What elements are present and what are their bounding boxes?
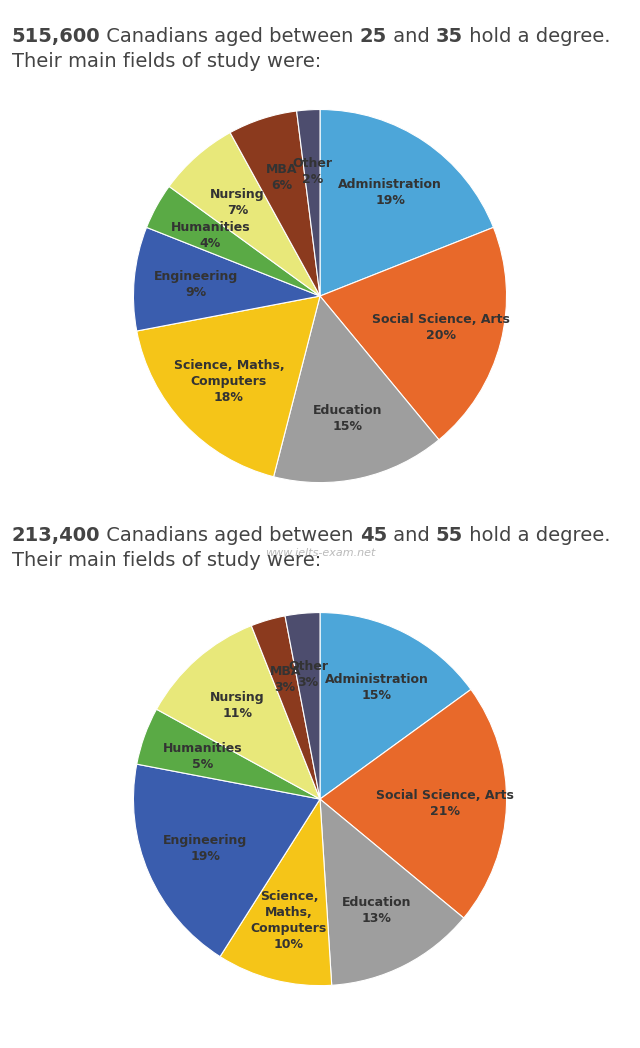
Text: 213,400: 213,400 (12, 526, 100, 545)
Text: Administration
19%: Administration 19% (339, 178, 442, 208)
Text: Nursing
11%: Nursing 11% (210, 691, 265, 720)
Text: hold a degree.: hold a degree. (463, 27, 611, 46)
Wedge shape (320, 612, 471, 799)
Wedge shape (274, 297, 439, 482)
Text: Engineering
19%: Engineering 19% (163, 834, 248, 864)
Wedge shape (285, 612, 320, 799)
Wedge shape (320, 799, 464, 985)
Text: 45: 45 (360, 526, 387, 545)
Wedge shape (147, 187, 320, 297)
Text: Engineering
9%: Engineering 9% (154, 269, 237, 299)
Text: Canadians aged between: Canadians aged between (100, 27, 360, 46)
Text: 35: 35 (436, 27, 463, 46)
Wedge shape (134, 764, 320, 957)
Wedge shape (296, 110, 320, 297)
Text: Their main fields of study were:: Their main fields of study were: (12, 551, 321, 570)
Text: hold a degree.: hold a degree. (463, 526, 611, 545)
Wedge shape (134, 227, 320, 331)
Wedge shape (320, 690, 506, 918)
Text: Nursing
7%: Nursing 7% (210, 188, 265, 217)
Text: 25: 25 (360, 27, 387, 46)
Text: Their main fields of study were:: Their main fields of study were: (12, 52, 321, 71)
Text: Administration
15%: Administration 15% (325, 673, 429, 702)
Text: www.ielts-exam.net: www.ielts-exam.net (265, 548, 375, 558)
Text: Social Science, Arts
21%: Social Science, Arts 21% (376, 788, 514, 817)
Text: Science, Maths,
Computers
18%: Science, Maths, Computers 18% (173, 359, 284, 405)
Text: MBA
3%: MBA 3% (269, 664, 301, 694)
Text: Social Science, Arts
20%: Social Science, Arts 20% (372, 312, 510, 342)
Text: Other
2%: Other 2% (292, 157, 332, 185)
Wedge shape (137, 709, 320, 799)
Text: Education
15%: Education 15% (312, 403, 382, 433)
Text: Humanities
5%: Humanities 5% (163, 742, 242, 771)
Wedge shape (230, 111, 320, 297)
Text: 55: 55 (436, 526, 463, 545)
Text: 515,600: 515,600 (12, 27, 100, 46)
Wedge shape (169, 133, 320, 297)
Text: Humanities
4%: Humanities 4% (171, 221, 250, 250)
Text: and: and (387, 526, 436, 545)
Text: Canadians aged between: Canadians aged between (100, 526, 360, 545)
Text: Science,
Maths,
Computers
10%: Science, Maths, Computers 10% (251, 890, 327, 951)
Wedge shape (320, 110, 493, 297)
Wedge shape (137, 297, 320, 477)
Wedge shape (220, 799, 332, 985)
Text: MBA
6%: MBA 6% (266, 162, 297, 192)
Wedge shape (320, 227, 506, 440)
Text: and: and (387, 27, 436, 46)
Wedge shape (252, 616, 320, 799)
Text: Education
13%: Education 13% (342, 896, 412, 925)
Wedge shape (157, 626, 320, 799)
Text: Other
3%: Other 3% (288, 660, 328, 690)
